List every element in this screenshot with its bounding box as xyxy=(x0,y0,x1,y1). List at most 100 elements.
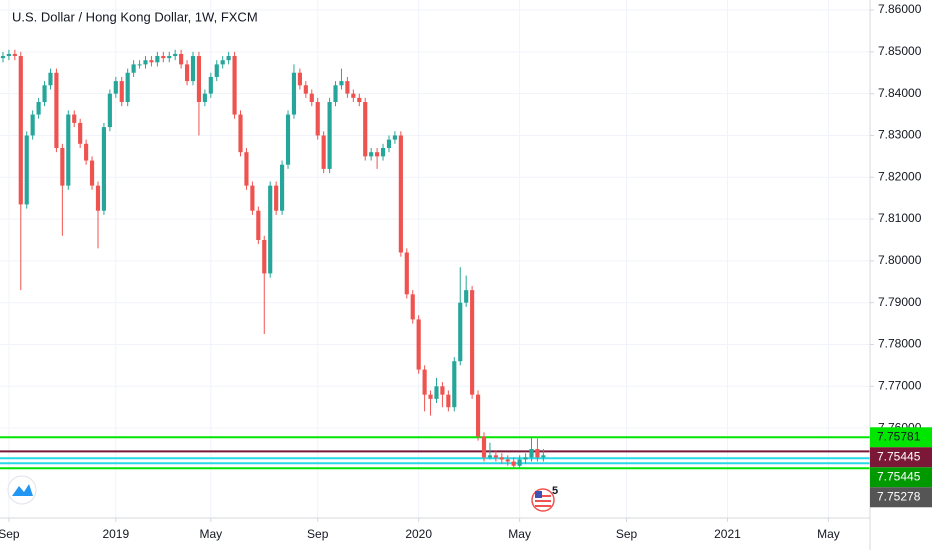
candle-body xyxy=(101,127,107,211)
candle-body xyxy=(190,56,196,82)
candle-body xyxy=(434,386,439,399)
candle-body xyxy=(351,93,356,98)
candle-body xyxy=(262,239,267,274)
candle-body xyxy=(505,459,510,462)
price-label: 7.75278 xyxy=(877,489,921,503)
candle-body xyxy=(119,81,124,103)
candle-body xyxy=(12,53,17,57)
candle-body xyxy=(30,114,35,136)
y-tick-label: 7.86000 xyxy=(878,2,922,16)
candle-body xyxy=(369,152,374,157)
candle-body xyxy=(84,143,89,161)
y-tick-label: 7.77000 xyxy=(878,378,922,392)
candle-body xyxy=(339,81,344,86)
candle-body xyxy=(416,319,421,370)
candle-body xyxy=(422,369,427,395)
candle-body xyxy=(143,60,148,65)
x-tick-label: 2019 xyxy=(102,527,129,541)
candle-body xyxy=(167,56,172,59)
candle-body xyxy=(24,135,29,205)
x-tick-label: 2020 xyxy=(405,527,432,541)
candle-body xyxy=(452,361,457,408)
candle-body xyxy=(386,139,392,148)
candle-body xyxy=(137,64,142,66)
price-label-box xyxy=(870,487,932,508)
candle-body xyxy=(36,102,41,115)
candle-body xyxy=(392,135,397,140)
event-icon[interactable]: 5 xyxy=(531,485,558,512)
candle-body xyxy=(0,56,6,59)
candle-body xyxy=(6,53,11,57)
candle-body xyxy=(470,290,475,395)
y-tick-label: 7.79000 xyxy=(878,295,922,309)
candle-body xyxy=(333,85,338,103)
candle-body xyxy=(256,210,261,240)
price-label-box xyxy=(870,467,932,488)
candle-body xyxy=(535,449,540,458)
candle-body xyxy=(523,457,528,460)
x-tick-label: Sep xyxy=(0,527,20,541)
candle-body xyxy=(487,455,493,458)
candle-body xyxy=(499,457,504,460)
event-count: 5 xyxy=(552,485,558,497)
candle-body xyxy=(107,93,112,128)
candle-body xyxy=(173,53,178,57)
candle-body xyxy=(446,394,451,408)
chart-title: U.S. Dollar / Hong Kong Dollar, 1W, FXCM xyxy=(12,9,258,24)
candle-body xyxy=(131,64,136,73)
candle-body xyxy=(208,76,213,94)
candle-body xyxy=(214,64,219,77)
candle-body xyxy=(18,56,23,205)
candles xyxy=(0,49,546,468)
candle-body xyxy=(327,102,332,169)
y-tick-label: 7.78000 xyxy=(878,337,922,351)
candle-body xyxy=(196,56,202,103)
price-label: 7.75445 xyxy=(877,449,921,463)
candle-body xyxy=(95,185,101,211)
grid xyxy=(0,0,870,518)
y-tick-label: 7.81000 xyxy=(878,211,922,225)
candle-body xyxy=(345,81,350,94)
candle-body xyxy=(511,461,516,466)
candle-body xyxy=(428,394,433,399)
candle-body xyxy=(232,56,237,115)
candle-body xyxy=(113,81,118,94)
candle-body xyxy=(42,85,47,103)
candle-body xyxy=(274,185,279,211)
candle-body xyxy=(179,53,184,65)
candle-body xyxy=(464,290,469,303)
candle-body xyxy=(238,114,243,153)
candle-body xyxy=(309,93,314,103)
x-tick-label: May xyxy=(199,527,222,541)
candle-body xyxy=(398,135,403,253)
candle-body xyxy=(184,64,190,82)
candle-body xyxy=(48,72,53,86)
candle-body xyxy=(357,97,362,103)
candle-body xyxy=(244,152,249,186)
y-tick-label: 7.80000 xyxy=(878,253,922,267)
price-label: 7.75445 xyxy=(877,469,921,483)
candle-body xyxy=(89,160,95,186)
candle-body xyxy=(375,152,380,157)
candle-body xyxy=(440,386,445,395)
y-tick-label: 7.84000 xyxy=(878,86,922,100)
price-label-box xyxy=(870,427,932,448)
candle-body xyxy=(78,122,83,144)
logo xyxy=(7,475,37,505)
y-tick-label: 7.85000 xyxy=(878,44,922,58)
levels xyxy=(0,436,870,470)
price-label: 7.75781 xyxy=(877,429,921,443)
x-tick-label: May xyxy=(508,527,531,541)
candle-body xyxy=(475,394,481,437)
candle-body xyxy=(250,185,255,211)
candle-body xyxy=(380,148,386,157)
candle-body xyxy=(291,72,297,115)
x-tick-label: Sep xyxy=(616,527,638,541)
candle-body xyxy=(202,93,207,103)
x-tick-label: 2021 xyxy=(714,527,741,541)
candle-body xyxy=(303,85,308,94)
y-tick-label: 7.82000 xyxy=(878,169,922,183)
candle-body xyxy=(363,102,368,157)
